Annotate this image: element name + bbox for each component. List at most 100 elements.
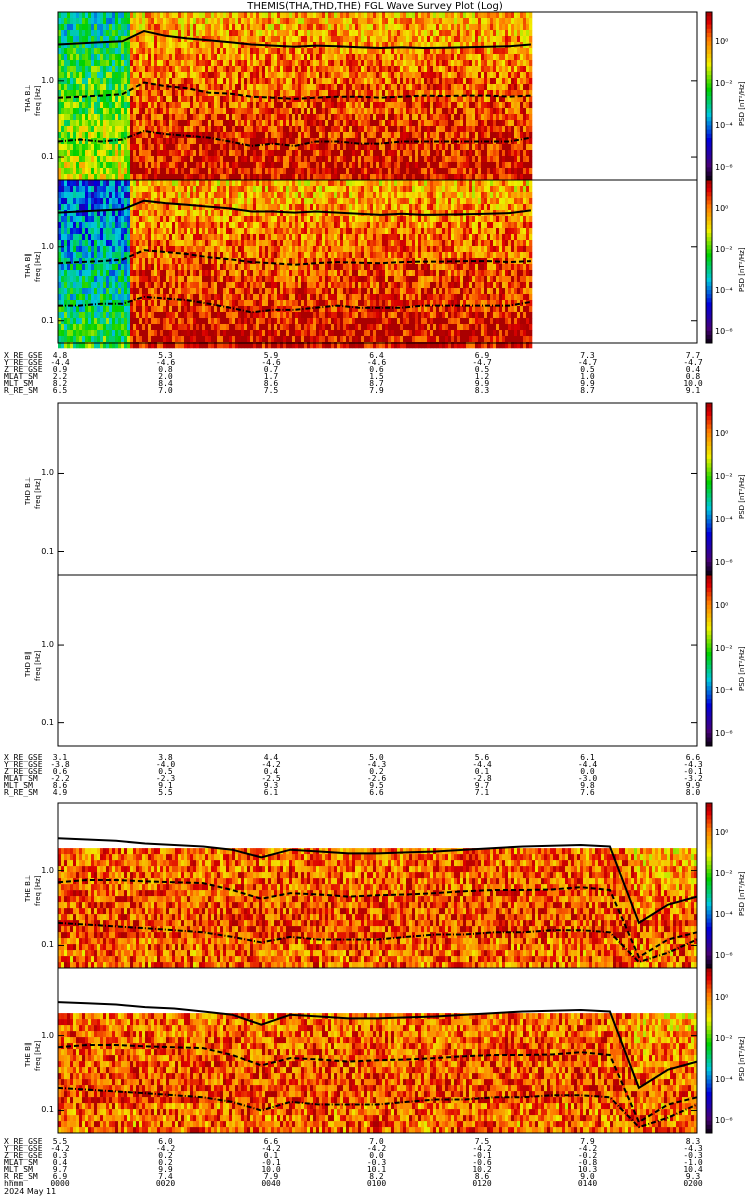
heatmap-cell (328, 132, 331, 138)
heatmap-cell (514, 174, 517, 180)
heatmap-cell (427, 114, 430, 120)
heatmap-cell (454, 120, 457, 126)
heatmap-cell (202, 84, 205, 90)
heatmap-cell (160, 156, 163, 162)
heatmap-cell (367, 54, 370, 60)
heatmap-cell (211, 18, 214, 24)
heatmap-cell (364, 162, 367, 168)
heatmap-cell (433, 66, 436, 72)
heatmap-cell (166, 168, 169, 174)
heatmap-cell (403, 60, 406, 66)
heatmap-cell (334, 36, 337, 42)
heatmap-cell (151, 114, 154, 120)
heatmap-cell (445, 66, 448, 72)
heatmap-cell (214, 42, 217, 48)
heatmap-cell (268, 18, 271, 24)
heatmap-cell (373, 144, 376, 150)
heatmap-cell (436, 108, 439, 114)
heatmap-cell (121, 78, 124, 84)
heatmap-cell (418, 102, 421, 108)
heatmap-cell (502, 162, 505, 168)
heatmap-cell (172, 162, 175, 168)
heatmap-cell (412, 156, 415, 162)
heatmap-cell (178, 72, 181, 78)
heatmap-cell (79, 90, 82, 96)
heatmap-cell (529, 24, 532, 30)
heatmap-cell (145, 84, 148, 90)
heatmap-cell (160, 42, 163, 48)
heatmap-cell (202, 144, 205, 150)
heatmap-cell (271, 168, 274, 174)
heatmap-cell (310, 18, 313, 24)
heatmap-cell (385, 156, 388, 162)
heatmap-cell (283, 102, 286, 108)
heatmap-cell (340, 78, 343, 84)
heatmap-cell (265, 108, 268, 114)
heatmap-cell (145, 144, 148, 150)
heatmap-cell (70, 336, 73, 342)
heatmap-cell (448, 162, 451, 168)
heatmap-cell (367, 90, 370, 96)
heatmap-cell (76, 60, 79, 66)
heatmap-cell (355, 108, 358, 114)
heatmap-cell (181, 174, 184, 180)
heatmap-cell (121, 24, 124, 30)
heatmap-cell (205, 12, 208, 18)
heatmap-cell (424, 114, 427, 120)
heatmap-cell (88, 192, 91, 198)
heatmap-cell (88, 180, 91, 186)
heatmap-cell (70, 330, 73, 336)
heatmap-cell (265, 174, 268, 180)
heatmap-cell (241, 60, 244, 66)
heatmap-cell (85, 66, 88, 72)
heatmap-cell (298, 78, 301, 84)
heatmap-cell (523, 48, 526, 54)
heatmap-cell (100, 72, 103, 78)
heatmap-cell (148, 90, 151, 96)
heatmap-cell (61, 66, 64, 72)
heatmap-cell (463, 162, 466, 168)
heatmap-cell (235, 114, 238, 120)
heatmap-cell (88, 336, 91, 342)
heatmap-cell (67, 144, 70, 150)
heatmap-cell (178, 138, 181, 144)
heatmap-cell (187, 174, 190, 180)
heatmap-cell (397, 48, 400, 54)
heatmap-cell (514, 84, 517, 90)
heatmap-cell (289, 30, 292, 36)
heatmap-cell (352, 36, 355, 42)
heatmap-cell (334, 108, 337, 114)
heatmap-cell (442, 24, 445, 30)
heatmap-cell (208, 54, 211, 60)
heatmap-cell (280, 18, 283, 24)
heatmap-cell (91, 120, 94, 126)
heatmap-cell (163, 120, 166, 126)
heatmap-cell (427, 102, 430, 108)
heatmap-cell (232, 126, 235, 132)
heatmap-cell (427, 60, 430, 66)
heatmap-cell (70, 36, 73, 42)
heatmap-cell (142, 132, 145, 138)
heatmap-cell (442, 156, 445, 162)
heatmap-cell (427, 78, 430, 84)
heatmap-cell (253, 54, 256, 60)
heatmap-cell (517, 162, 520, 168)
heatmap-cell (424, 54, 427, 60)
heatmap-cell (259, 108, 262, 114)
heatmap-cell (391, 24, 394, 30)
heatmap-cell (334, 144, 337, 150)
heatmap-cell (172, 90, 175, 96)
heatmap-cell (85, 114, 88, 120)
heatmap-cell (136, 24, 139, 30)
heatmap-cell (160, 78, 163, 84)
heatmap-cell (463, 174, 466, 180)
heatmap-cell (118, 12, 121, 18)
heatmap-cell (130, 42, 133, 48)
heatmap-cell (178, 108, 181, 114)
heatmap-cell (295, 126, 298, 132)
heatmap-cell (250, 18, 253, 24)
heatmap-cell (412, 174, 415, 180)
heatmap-cell (238, 36, 241, 42)
heatmap-cell (379, 108, 382, 114)
heatmap-cell (355, 36, 358, 42)
